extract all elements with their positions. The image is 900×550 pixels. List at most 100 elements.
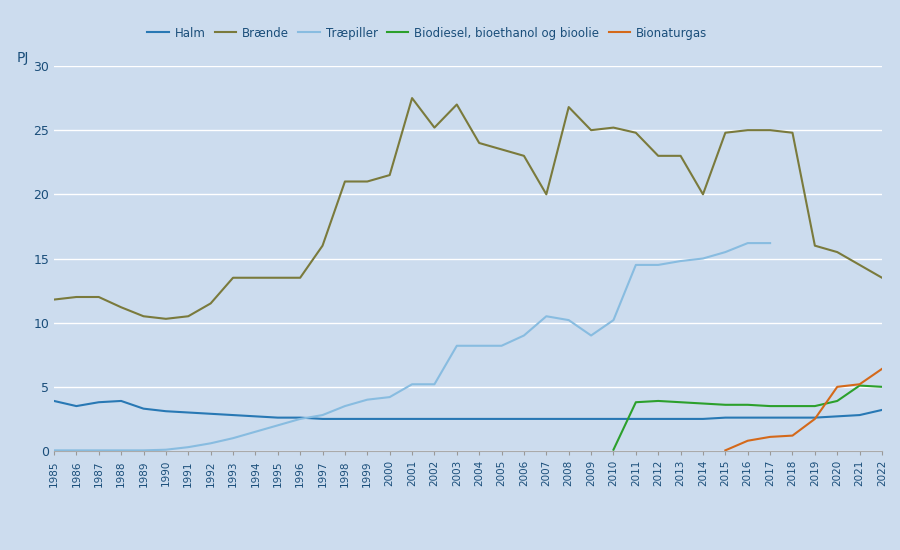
- Træpiller: [138, 447, 148, 454]
- Brænde: [94, 294, 104, 300]
- Brænde: [698, 191, 708, 197]
- Biodiesel, bioethanol og bioolie: [765, 403, 776, 409]
- Brænde: [317, 243, 328, 249]
- Brænde: [832, 249, 842, 255]
- Træpiller: [339, 403, 350, 409]
- Brænde: [205, 300, 216, 307]
- Træpiller: [608, 317, 619, 323]
- Træpiller: [295, 416, 306, 422]
- Træpiller: [228, 435, 238, 442]
- Træpiller: [586, 332, 597, 339]
- Brænde: [518, 152, 529, 159]
- Brænde: [429, 124, 440, 131]
- Brænde: [563, 104, 574, 111]
- Brænde: [742, 127, 753, 134]
- Line: Bionaturgas: Bionaturgas: [725, 369, 882, 450]
- Legend: Halm, Brænde, Træpiller, Biodiesel, bioethanol og bioolie, Bionaturgas: Halm, Brænde, Træpiller, Biodiesel, bioe…: [143, 22, 712, 45]
- Træpiller: [630, 262, 641, 268]
- Brænde: [675, 152, 686, 159]
- Halm: [71, 403, 82, 409]
- Brænde: [854, 262, 865, 268]
- Biodiesel, bioethanol og bioolie: [788, 403, 798, 409]
- Brænde: [49, 296, 59, 303]
- Træpiller: [205, 440, 216, 447]
- Brænde: [183, 313, 194, 320]
- Halm: [720, 414, 731, 421]
- Brænde: [630, 129, 641, 136]
- Halm: [273, 414, 284, 421]
- Halm: [832, 413, 842, 420]
- Brænde: [765, 127, 776, 134]
- Træpiller: [675, 258, 686, 265]
- Halm: [160, 408, 171, 415]
- Biodiesel, bioethanol og bioolie: [608, 447, 619, 453]
- Bionaturgas: [832, 383, 842, 390]
- Halm: [541, 416, 552, 422]
- Bionaturgas: [877, 366, 887, 372]
- Træpiller: [362, 397, 373, 403]
- Halm: [675, 416, 686, 422]
- Bionaturgas: [720, 447, 731, 454]
- Træpiller: [473, 343, 484, 349]
- Biodiesel, bioethanol og bioolie: [877, 383, 887, 390]
- Halm: [407, 416, 418, 422]
- Halm: [630, 416, 641, 422]
- Text: PJ: PJ: [17, 51, 29, 64]
- Line: Biodiesel, bioethanol og bioolie: Biodiesel, bioethanol og bioolie: [614, 386, 882, 450]
- Brænde: [71, 294, 82, 300]
- Brænde: [407, 95, 418, 101]
- Halm: [563, 416, 574, 422]
- Halm: [183, 409, 194, 416]
- Brænde: [809, 243, 820, 249]
- Træpiller: [71, 447, 82, 454]
- Træpiller: [698, 255, 708, 262]
- Træpiller: [652, 262, 663, 268]
- Brænde: [228, 274, 238, 281]
- Bionaturgas: [788, 432, 798, 439]
- Træpiller: [563, 317, 574, 323]
- Træpiller: [742, 240, 753, 246]
- Brænde: [452, 101, 463, 108]
- Brænde: [608, 124, 619, 131]
- Biodiesel, bioethanol og bioolie: [742, 402, 753, 408]
- Halm: [742, 414, 753, 421]
- Halm: [854, 412, 865, 419]
- Træpiller: [49, 447, 59, 454]
- Brænde: [295, 274, 306, 281]
- Brænde: [541, 191, 552, 197]
- Halm: [608, 416, 619, 422]
- Træpiller: [429, 381, 440, 388]
- Halm: [809, 414, 820, 421]
- Træpiller: [317, 412, 328, 419]
- Biodiesel, bioethanol og bioolie: [832, 398, 842, 404]
- Halm: [94, 399, 104, 405]
- Brænde: [384, 172, 395, 178]
- Brænde: [496, 146, 507, 153]
- Træpiller: [720, 249, 731, 255]
- Halm: [250, 413, 261, 420]
- Biodiesel, bioethanol og bioolie: [854, 382, 865, 389]
- Træpiller: [273, 422, 284, 428]
- Brænde: [362, 178, 373, 185]
- Halm: [116, 398, 127, 404]
- Line: Brænde: Brænde: [54, 98, 882, 319]
- Brænde: [160, 316, 171, 322]
- Biodiesel, bioethanol og bioolie: [652, 398, 663, 404]
- Brænde: [339, 178, 350, 185]
- Træpiller: [116, 447, 127, 454]
- Brænde: [473, 140, 484, 146]
- Halm: [652, 416, 663, 422]
- Halm: [877, 406, 887, 413]
- Halm: [205, 410, 216, 417]
- Træpiller: [518, 332, 529, 339]
- Halm: [49, 398, 59, 404]
- Halm: [384, 416, 395, 422]
- Halm: [518, 416, 529, 422]
- Brænde: [116, 304, 127, 311]
- Træpiller: [250, 428, 261, 435]
- Bionaturgas: [765, 433, 776, 440]
- Halm: [317, 416, 328, 422]
- Biodiesel, bioethanol og bioolie: [630, 399, 641, 405]
- Bionaturgas: [742, 437, 753, 444]
- Brænde: [652, 152, 663, 159]
